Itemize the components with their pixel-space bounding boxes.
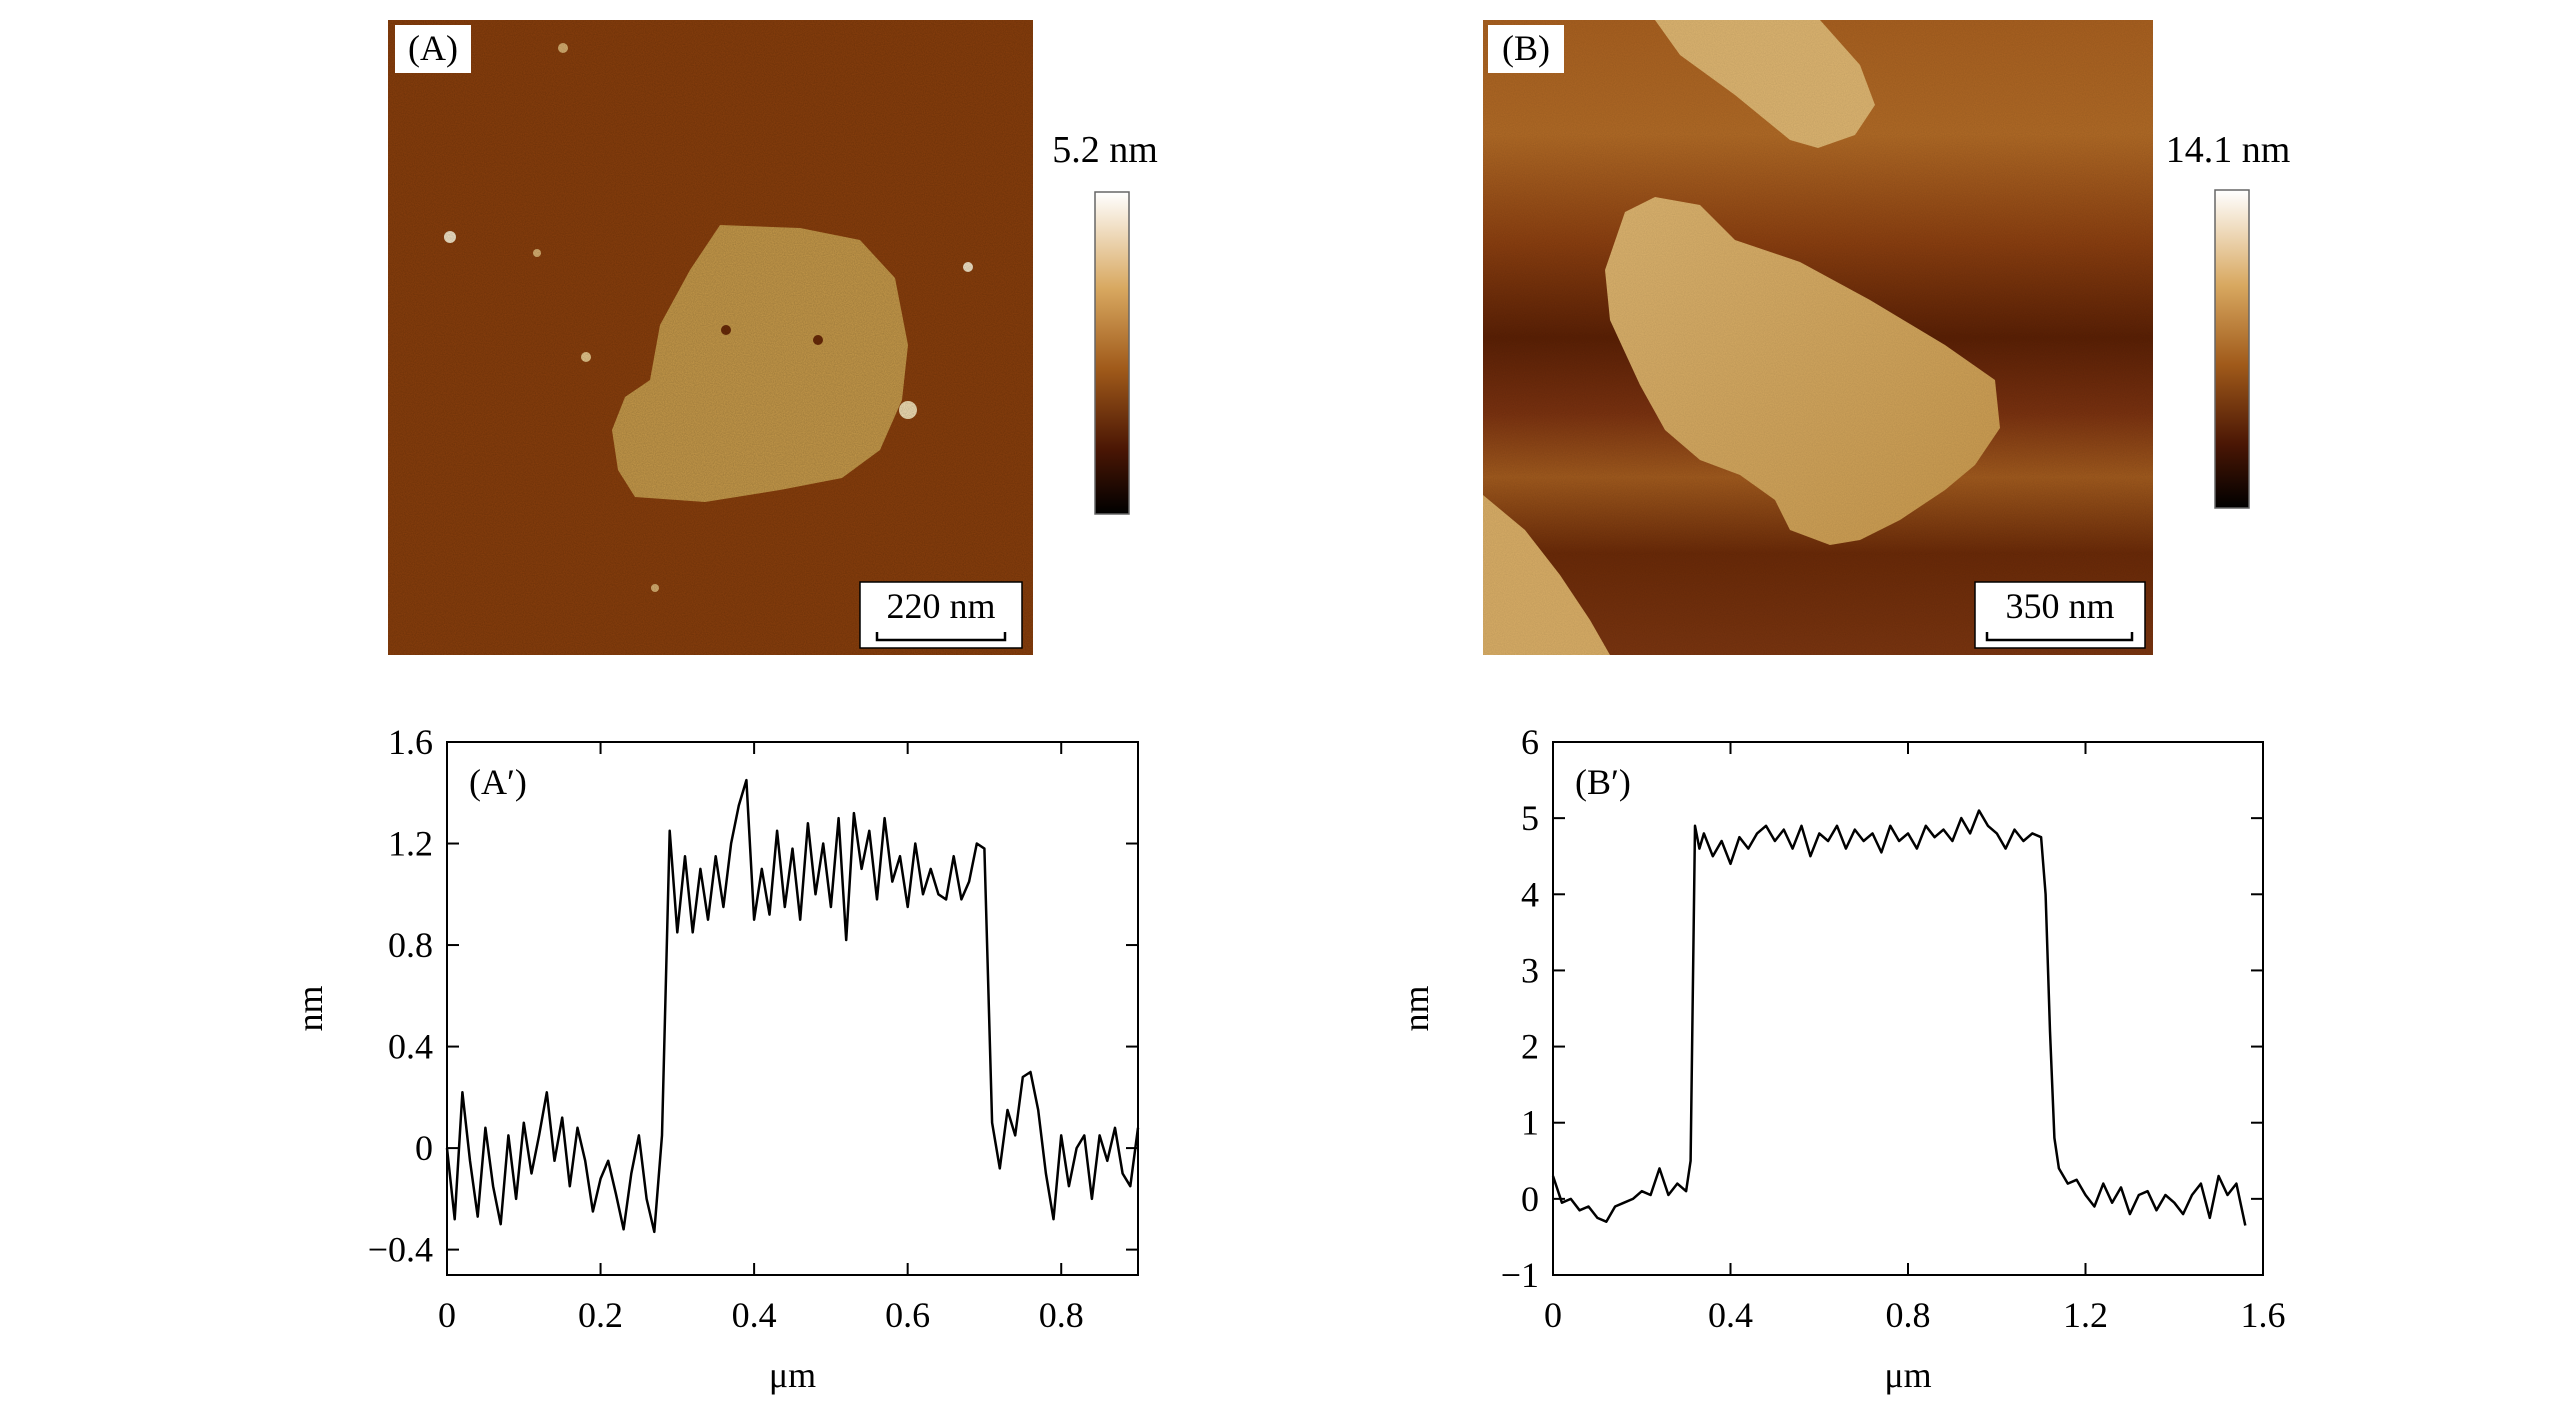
x-tick-label: 0.4 xyxy=(1708,1295,1753,1335)
y-axis-label: nm xyxy=(1396,985,1436,1031)
y-tick-label: −1 xyxy=(1501,1255,1539,1295)
plot-frame xyxy=(446,741,1139,1276)
y-tick-label: 0 xyxy=(1521,1179,1539,1219)
x-tick-label: 0.4 xyxy=(732,1295,777,1335)
afm-image-a xyxy=(388,20,1033,655)
x-tick-label: 0.8 xyxy=(1886,1295,1931,1335)
x-axis-label: μm xyxy=(1884,1355,1931,1395)
x-tick-label: 0.8 xyxy=(1039,1295,1084,1335)
scale-bar-b xyxy=(1985,632,2134,642)
x-tick-label: 0 xyxy=(438,1295,456,1335)
colorbar-a xyxy=(1094,191,1130,515)
x-tick-label: 0.2 xyxy=(578,1295,623,1335)
colorbar-max-b: 14.1 nm xyxy=(2166,129,2291,171)
scale-bar-label-b: 350 nm xyxy=(2005,586,2114,626)
profile-line xyxy=(445,778,1140,1234)
scale-bar-a xyxy=(875,632,1007,642)
x-tick-label: 0.6 xyxy=(885,1295,930,1335)
x-tick-label: 0 xyxy=(1544,1295,1562,1335)
profile-line xyxy=(1551,809,2247,1226)
y-tick-label: 1 xyxy=(1521,1103,1539,1143)
colorbar-max-a: 5.2 nm xyxy=(1052,129,1158,171)
y-tick-label: 0 xyxy=(415,1128,433,1168)
panel-label-a: (A) xyxy=(408,28,458,68)
x-axis-label: μm xyxy=(769,1355,816,1395)
chart-panel-label: (A′) xyxy=(469,762,527,802)
y-tick-label: 4 xyxy=(1521,874,1539,914)
y-tick-label: −0.4 xyxy=(368,1230,433,1270)
y-tick-label: 0.4 xyxy=(388,1027,433,1067)
scale-bar-label-a: 220 nm xyxy=(886,586,995,626)
colorbar-b xyxy=(2214,189,2250,509)
panel-label-b: (B) xyxy=(1502,28,1550,68)
y-tick-label: 3 xyxy=(1521,950,1539,990)
plot-frame xyxy=(1552,741,2264,1276)
y-axis-label: nm xyxy=(290,985,330,1031)
y-tick-label: 6 xyxy=(1521,722,1539,762)
y-tick-label: 1.2 xyxy=(388,824,433,864)
afm-image-b xyxy=(1483,20,2153,655)
y-tick-label: 5 xyxy=(1521,798,1539,838)
y-tick-label: 0.8 xyxy=(388,925,433,965)
y-tick-label: 2 xyxy=(1521,1027,1539,1067)
chart-panel-label: (B′) xyxy=(1575,762,1631,802)
x-tick-label: 1.2 xyxy=(2063,1295,2108,1335)
y-tick-label: 1.6 xyxy=(388,722,433,762)
x-tick-label: 1.6 xyxy=(2241,1295,2286,1335)
